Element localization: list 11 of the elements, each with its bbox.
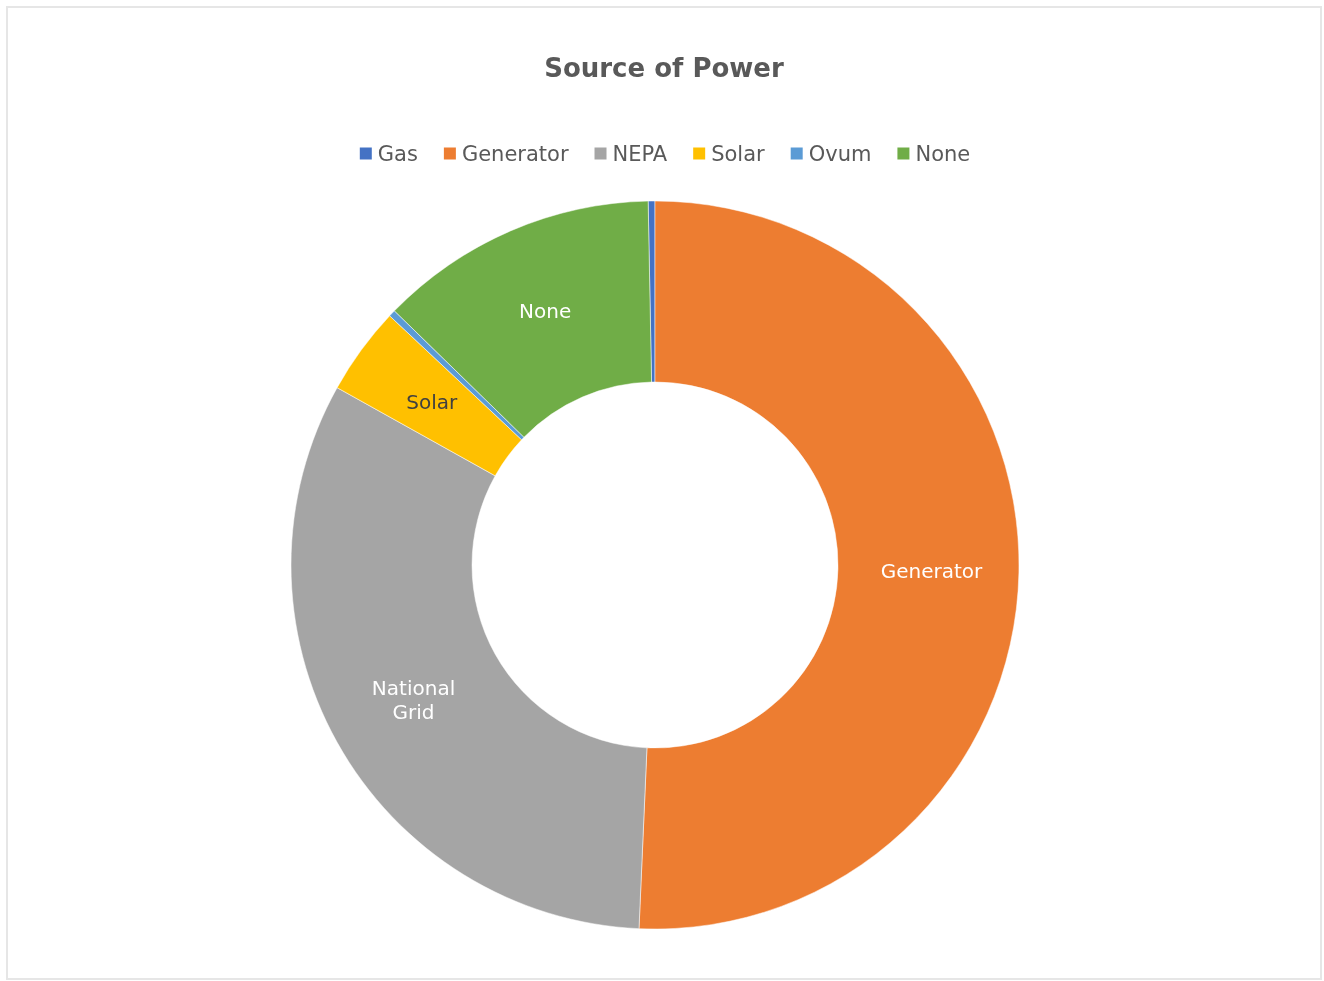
data-label: Generator bbox=[880, 559, 983, 584]
data-label: National Grid bbox=[371, 675, 456, 724]
data-label: None bbox=[519, 299, 572, 324]
legend-label: Solar bbox=[711, 141, 766, 166]
legend-label: NEPA bbox=[612, 141, 668, 166]
legend-label: Generator bbox=[461, 141, 569, 166]
legend-label: None bbox=[915, 141, 971, 166]
chart-title: Source of Power bbox=[544, 53, 784, 83]
legend-label: Ovum bbox=[808, 141, 872, 166]
legend-label: Gas bbox=[377, 141, 418, 166]
data-label: Solar bbox=[406, 389, 459, 414]
